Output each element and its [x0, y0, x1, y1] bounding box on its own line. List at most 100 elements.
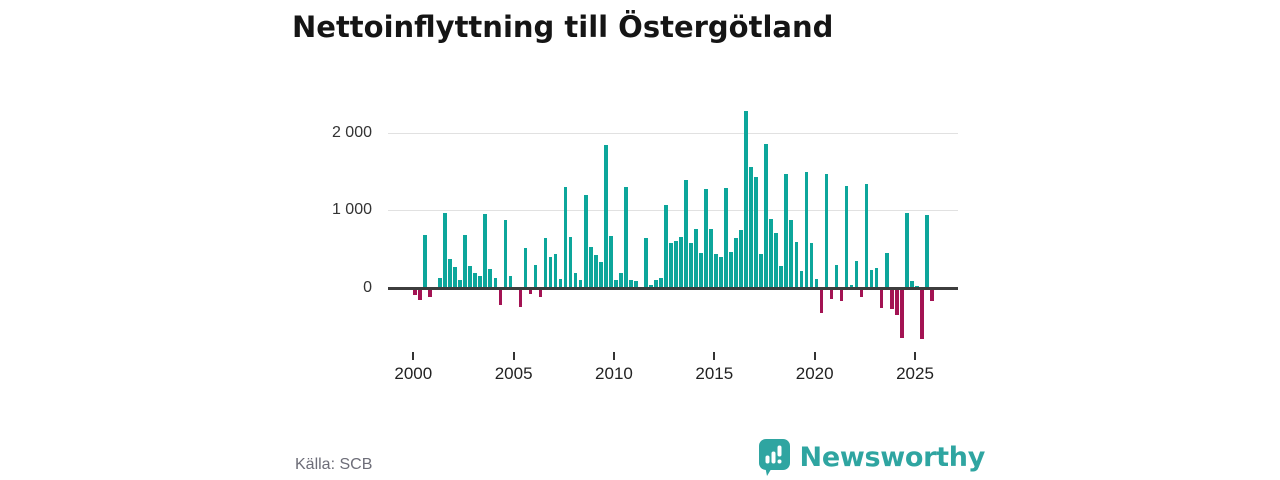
bar: [794, 241, 799, 288]
bar: [538, 290, 543, 297]
bar: [799, 270, 804, 288]
bar: [759, 253, 764, 288]
bar: [684, 180, 688, 288]
bar: [674, 240, 678, 288]
bar: [924, 214, 929, 288]
bar: [483, 214, 488, 288]
bar: [809, 242, 814, 288]
bar: [493, 277, 498, 288]
bar: [689, 243, 693, 288]
bar: [518, 290, 523, 308]
bar: [503, 219, 508, 288]
bar: [764, 143, 769, 288]
bar: [438, 277, 443, 288]
bar: [428, 290, 432, 297]
x-axis-label: 2010: [595, 364, 633, 383]
bar: [899, 290, 904, 339]
bar: [628, 280, 633, 288]
bar: [553, 253, 558, 288]
bar: [844, 185, 849, 288]
source-note: Källa: SCB: [295, 456, 373, 473]
y-axis-label: 2 000: [331, 123, 372, 141]
bar: [904, 213, 909, 288]
bar: [578, 279, 583, 288]
bar: [588, 247, 593, 288]
bar: [829, 290, 834, 300]
bar: [819, 290, 824, 314]
bar: [478, 275, 483, 288]
bar: [563, 187, 568, 288]
bar: [453, 267, 458, 288]
bar: [839, 290, 844, 301]
bar: [929, 290, 934, 302]
bar: [874, 267, 879, 288]
bar: [824, 173, 829, 288]
newsworthy-logo: Newsworthy: [758, 438, 985, 477]
bar: [458, 280, 463, 288]
bar: [919, 290, 924, 339]
bar: [754, 176, 759, 288]
bar: [508, 276, 513, 288]
bar: [849, 284, 854, 288]
bar: [834, 264, 839, 288]
bar: [618, 273, 623, 288]
bar: [543, 238, 548, 288]
bar: [633, 281, 638, 288]
bar: [724, 188, 728, 288]
bar: [694, 228, 698, 288]
gridline: [388, 210, 958, 212]
bar: [568, 236, 573, 288]
bar: [598, 261, 603, 288]
bar: [734, 238, 739, 288]
bar: [603, 144, 608, 288]
bar: [704, 189, 708, 288]
bar: [468, 266, 473, 288]
bar: [699, 252, 703, 288]
bar: [789, 219, 794, 288]
bar: [739, 230, 744, 288]
x-axis-line: [388, 287, 958, 290]
bar-chart-speech-bubble-icon: [758, 438, 791, 477]
bar: [413, 290, 417, 295]
bar: [644, 237, 648, 288]
bar: [448, 259, 453, 288]
bar: [894, 290, 899, 315]
x-axis-tick: [512, 352, 515, 360]
bar: [533, 264, 538, 288]
bar: [418, 290, 422, 301]
bar: [558, 279, 563, 288]
bar: [784, 173, 789, 288]
bar: [884, 253, 889, 288]
x-axis-label: 2005: [494, 364, 533, 383]
y-axis-label: 1 000: [331, 201, 372, 219]
bar: [744, 111, 749, 288]
x-axis-label: 2000: [394, 364, 433, 383]
bar: [649, 284, 653, 288]
x-axis-tick: [914, 352, 916, 360]
bar: [719, 257, 723, 288]
x-axis-tick: [713, 352, 716, 360]
bar: [779, 265, 784, 288]
bar: [608, 236, 613, 288]
bar: [864, 184, 869, 288]
x-axis-tick: [612, 352, 615, 360]
bar: [679, 236, 683, 288]
bar: [613, 280, 618, 288]
bar: [889, 290, 894, 310]
bar: [473, 273, 478, 288]
bar: [869, 270, 874, 288]
gridline: [388, 132, 958, 134]
bar: [528, 290, 533, 294]
bar: [488, 268, 493, 288]
x-axis-label: 2020: [795, 364, 834, 383]
chart-title: Nettoinflyttning till Östergötland: [292, 10, 834, 44]
x-axis-label: 2015: [695, 364, 734, 383]
x-axis-label: 2025: [896, 364, 934, 383]
x-axis-tick: [412, 352, 415, 360]
newsworthy-wordmark: Newsworthy: [799, 442, 986, 473]
bar: [814, 278, 819, 288]
bar: [423, 235, 427, 288]
bar: [859, 290, 864, 297]
bar: [909, 281, 914, 288]
